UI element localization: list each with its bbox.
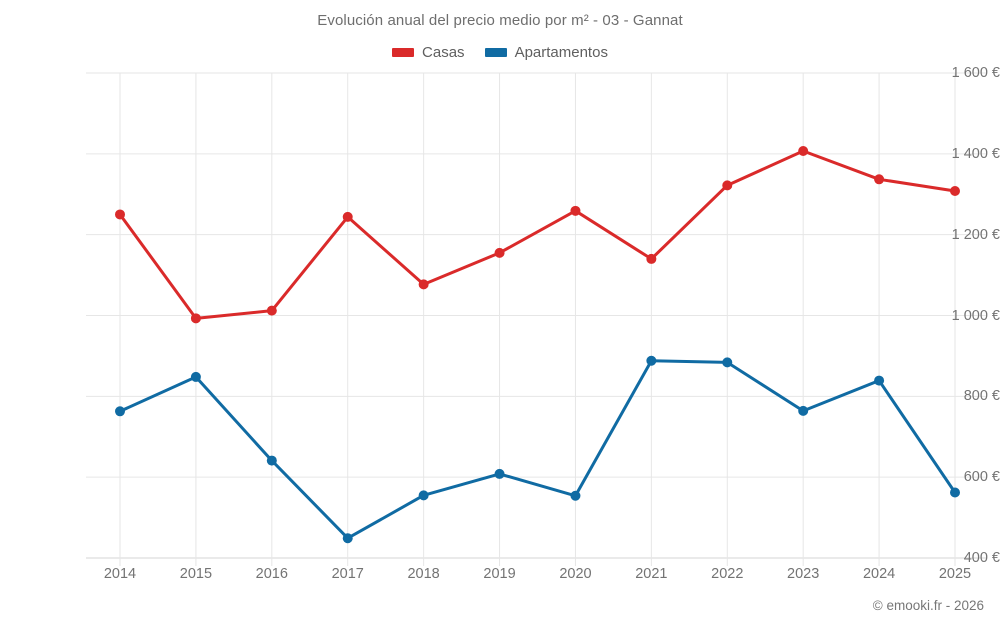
x-axis-tick-label: 2021 [635,566,668,582]
x-axis-tick-label: 2019 [483,566,516,582]
data-point[interactable] [115,209,125,220]
legend-label-apartamentos: Apartamentos [514,44,608,61]
x-axis-tick-label: 2018 [407,566,440,582]
x-axis-tick-label: 2014 [103,566,137,582]
x-axis-tick-label: 2025 [938,566,972,582]
data-point[interactable] [190,371,201,382]
x-axis-tick-label: 2017 [331,566,364,582]
data-point[interactable] [266,305,277,316]
y-axis-tick-label: 600 € [963,469,1000,486]
x-axis-tick-label: 2020 [559,566,592,582]
data-point[interactable] [266,455,277,466]
y-axis-tick-label: 1 400 € [951,145,1000,162]
chart-title: Evolución anual del precio medio por m² … [317,12,683,29]
legend-item-casas[interactable]: Casas [392,44,465,61]
data-point[interactable] [722,357,733,368]
data-point[interactable] [342,533,353,544]
data-point[interactable] [494,468,505,479]
footer-credit: © emooki.fr - 2026 [872,598,984,613]
data-point[interactable] [570,490,581,501]
data-point[interactable] [874,375,885,386]
data-point[interactable] [950,487,960,498]
series-line-casas [118,149,957,320]
data-point[interactable] [570,205,581,216]
y-axis-tick-label: 1 000 € [951,307,1000,324]
y-axis-tick-label: 400 € [963,550,1000,566]
data-point[interactable] [494,247,505,258]
legend-item-apartamentos[interactable]: Apartamentos [484,44,608,61]
legend-label-casas: Casas [422,44,465,61]
data-point[interactable] [418,490,429,501]
y-axis-tick-label: 800 € [963,388,1000,405]
data-point[interactable] [874,174,885,185]
x-axis-tick-label: 2023 [787,566,820,582]
data-point[interactable] [646,253,657,264]
x-axis-tick-label: 2022 [711,566,744,582]
data-point[interactable] [646,355,657,366]
chart-legend: Casas Apartamentos [0,44,1000,61]
x-axis-tick-label: 2015 [179,566,213,582]
series-line-apartamentos [118,359,957,540]
y-axis-tick-label: 1 600 € [951,65,1000,81]
x-axis-tick-label: 2024 [862,566,896,582]
data-point[interactable] [722,180,733,191]
data-point[interactable] [190,313,201,324]
data-point[interactable] [798,405,809,416]
legend-swatch-casas [392,48,415,57]
data-point[interactable] [798,146,809,157]
y-axis-tick-label: 1 200 € [951,226,1000,243]
x-axis-tick-label: 2016 [255,566,288,582]
data-point[interactable] [418,279,429,290]
data-point[interactable] [115,406,125,417]
legend-swatch-apartamentos [484,48,507,57]
data-point[interactable] [950,186,960,197]
data-point[interactable] [342,211,353,222]
